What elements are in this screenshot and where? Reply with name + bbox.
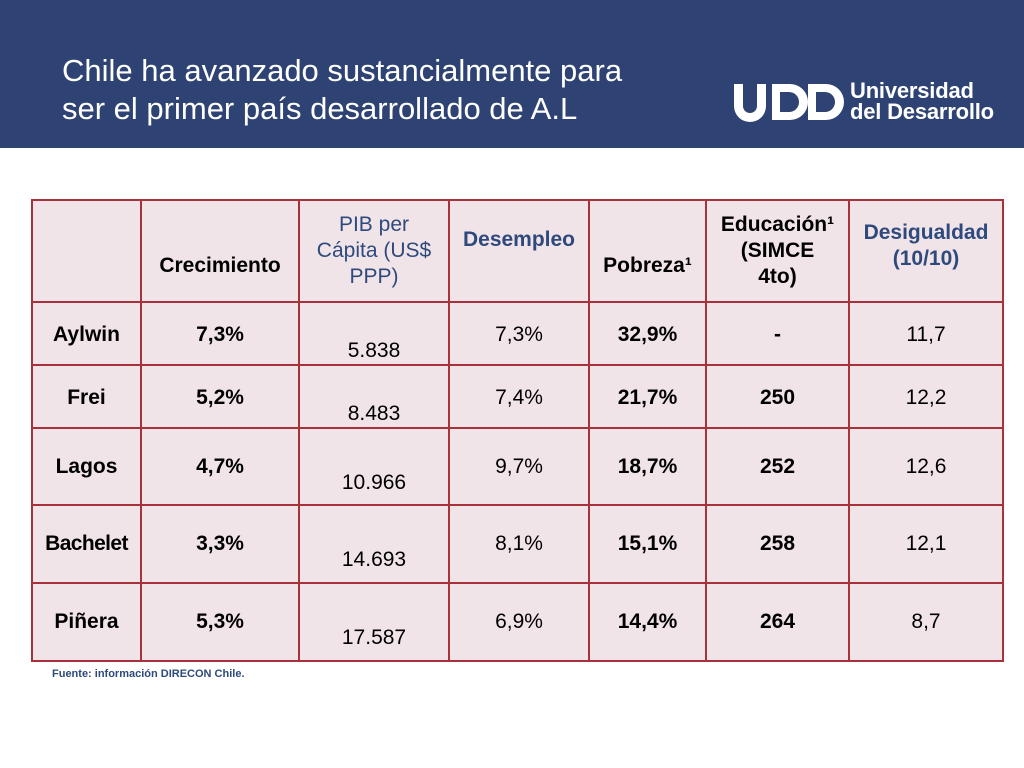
cell-president: Piñera <box>31 582 142 662</box>
cell-crecimiento: 4,7% <box>140 427 300 506</box>
header-corner <box>31 199 142 303</box>
cell-crecimiento: 3,3% <box>140 504 300 584</box>
cell-desigualdad: 12,1 <box>848 504 1004 584</box>
slide-title: Chile ha avanzado sustancialmente para s… <box>62 53 623 126</box>
cell-desigualdad: 12,2 <box>848 364 1004 429</box>
cell-desempleo: 7,4% <box>448 364 590 429</box>
cell-pib: 8.483 <box>298 364 450 429</box>
header-pib-line3: PPP) <box>349 265 399 288</box>
table-header-row: Crecimiento PIB per Cápita (US$ PPP) Des… <box>31 199 1004 303</box>
header-pib-line1: PIB per <box>338 213 410 236</box>
slide-header: Chile ha avanzado sustancialmente para s… <box>0 0 1024 148</box>
table-row: Frei 5,2% 8.483 7,4% 21,7% 250 12,2 <box>31 364 1004 429</box>
header-pobreza: Pobreza¹ <box>588 199 707 303</box>
cell-educacion: 264 <box>705 582 850 662</box>
cell-president: Lagos <box>31 427 142 506</box>
cell-desigualdad: 11,7 <box>848 301 1004 366</box>
cell-educacion: - <box>705 301 850 366</box>
cell-desigualdad: 12,6 <box>848 427 1004 506</box>
cell-crecimiento: 5,2% <box>140 364 300 429</box>
header-crecimiento: Crecimiento <box>140 199 300 303</box>
header-pib-line2: Cápita (US$ <box>316 239 432 262</box>
indicators-table: Crecimiento PIB per Cápita (US$ PPP) Des… <box>31 199 1004 662</box>
cell-crecimiento: 7,3% <box>140 301 300 366</box>
udd-logo: Universidad del Desarrollo <box>732 80 1012 124</box>
cell-pobreza: 14,4% <box>588 582 707 662</box>
cell-crecimiento: 5,3% <box>140 582 300 662</box>
header-desigualdad-line1: Desigualdad <box>863 221 989 244</box>
source-note: Fuente: información DIRECON Chile. <box>52 668 245 680</box>
cell-president: Bachelet <box>31 504 142 584</box>
table-row: Piñera 5,3% 17.587 6,9% 14,4% 264 8,7 <box>31 582 1004 662</box>
cell-pib: 5.838 <box>298 301 450 366</box>
cell-pobreza: 21,7% <box>588 364 707 429</box>
cell-president: Frei <box>31 364 142 429</box>
header-pobreza-label: Pobreza¹ <box>603 254 692 277</box>
header-educacion-line1: Educación¹ <box>720 213 835 236</box>
header-pib: PIB per Cápita (US$ PPP) <box>298 199 450 303</box>
cell-desempleo: 6,9% <box>448 582 590 662</box>
cell-educacion: 252 <box>705 427 850 506</box>
header-educacion-line3: 4to) <box>758 265 797 288</box>
udd-logo-mark-icon <box>734 84 844 122</box>
header-desempleo: Desempleo <box>448 199 590 303</box>
logo-text-line1: Universidad <box>850 78 974 103</box>
cell-desempleo: 9,7% <box>448 427 590 506</box>
header-educacion-line2: (SIMCE <box>740 239 815 262</box>
cell-pib: 10.966 <box>298 427 450 506</box>
cell-desempleo: 7,3% <box>448 301 590 366</box>
cell-educacion: 250 <box>705 364 850 429</box>
cell-pib: 17.587 <box>298 582 450 662</box>
table-row: Aylwin 7,3% 5.838 7,3% 32,9% - 11,7 <box>31 301 1004 366</box>
cell-pib: 14.693 <box>298 504 450 584</box>
cell-desigualdad: 8,7 <box>848 582 1004 662</box>
cell-pobreza: 18,7% <box>588 427 707 506</box>
logo-text-line2: del Desarrollo <box>850 99 994 124</box>
cell-pobreza: 32,9% <box>588 301 707 366</box>
cell-educacion: 258 <box>705 504 850 584</box>
cell-desempleo: 8,1% <box>448 504 590 584</box>
header-desigualdad-line2: (10/10) <box>892 247 960 270</box>
header-crecimiento-label: Crecimiento <box>159 254 281 277</box>
header-desigualdad: Desigualdad (10/10) <box>848 199 1004 303</box>
header-desempleo-label: Desempleo <box>462 228 576 251</box>
cell-president: Aylwin <box>31 301 142 366</box>
cell-pobreza: 15,1% <box>588 504 707 584</box>
table-row: Lagos 4,7% 10.966 9,7% 18,7% 252 12,6 <box>31 427 1004 506</box>
table-row: Bachelet 3,3% 14.693 8,1% 15,1% 258 12,1 <box>31 504 1004 584</box>
header-educacion: Educación¹ (SIMCE 4to) <box>705 199 850 303</box>
